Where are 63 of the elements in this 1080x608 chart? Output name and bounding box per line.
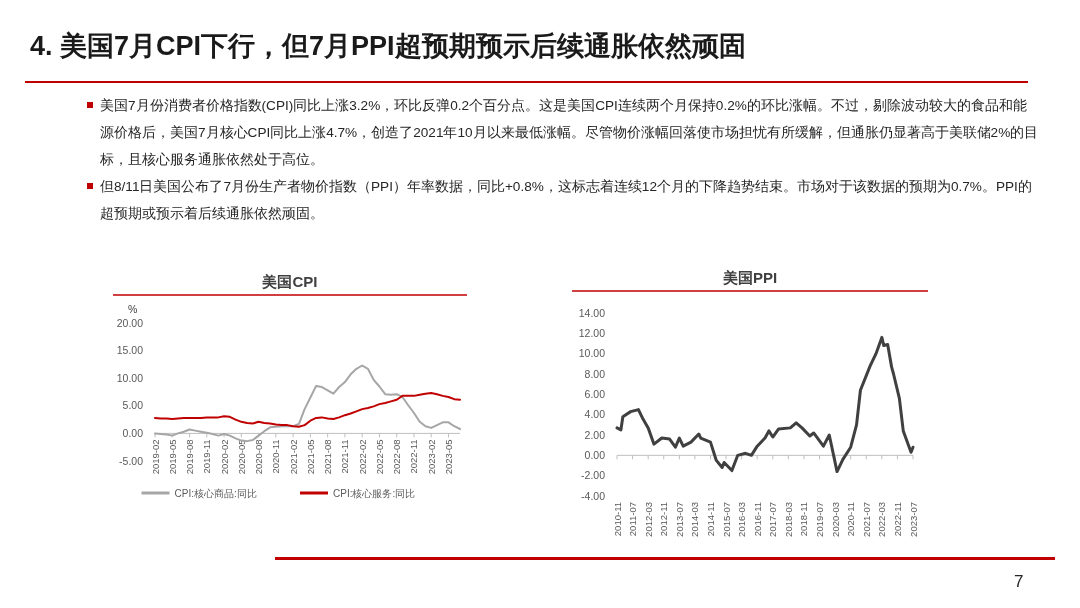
y-tick-label: 2.00 xyxy=(584,428,606,441)
y-axis-title: % xyxy=(128,303,138,315)
y-tick-label: 10.00 xyxy=(116,371,144,384)
x-tick-label: 2013-07 xyxy=(673,502,685,537)
x-tick-label: 2020-05 xyxy=(235,439,247,475)
x-tick-label: 2019-08 xyxy=(184,439,196,475)
x-tick-label: 2010-11 xyxy=(611,502,623,537)
y-tick-label: 4.00 xyxy=(584,408,606,421)
x-tick-label: 2020-02 xyxy=(218,439,230,475)
x-tick-label: 2012-11 xyxy=(658,502,670,537)
x-tick-label: 2019-11 xyxy=(201,439,213,474)
chart-title: 美国CPI xyxy=(261,273,318,290)
legend-label: CPI:核心服务:同比 xyxy=(333,487,416,499)
y-tick-label: 5.00 xyxy=(122,399,144,412)
x-tick-label: 2019-07 xyxy=(814,502,826,537)
x-tick-label: 2023-07 xyxy=(907,502,919,537)
text: 4. 美国7月CPI下行，但7月PPI超预期预示后续通胀依然顽固 xyxy=(30,30,746,63)
x-tick-label: 2022-03 xyxy=(876,502,888,537)
y-tick-label: 14.00 xyxy=(578,306,606,319)
text: 美国7月份消费者价格指数(CPI)同比上涨3.2%，环比反弹0.2个百分点。这是美国CPI连续两个月保持0.2%的环比涨幅。不过，剔除波动较大的食品和能源价格后，美国7月核心CPI同比上涨4.7%，创造了2021年10月以来最低涨幅。尽管物价涨幅回落使市场担忧有所缓解，但通胀仍显著高于美联储2%的目标，且核心服务通胀依然处于高位。 xyxy=(100,97,1040,169)
y-tick-label: -4.00 xyxy=(581,489,606,502)
x-tick-label: 2022-11 xyxy=(408,439,420,474)
x-tick-label: 2021-08 xyxy=(322,439,334,475)
y-tick-label: -2.00 xyxy=(581,469,606,482)
x-tick-label: 2021-05 xyxy=(304,439,316,475)
text: 但8/11日美国公布了7月份生产者物价指数（PPI）年率数据，同比+0.8%，这标志着连续12个月的下降趋势结束。市场对于该数据的预期为0.7%。PPI的超预期或预示着后续通胀依然顽固。 xyxy=(100,178,1033,223)
x-tick-label: 2016-11 xyxy=(751,502,763,537)
x-tick-label: 2020-11 xyxy=(845,502,857,537)
y-tick-label: 0.00 xyxy=(122,426,144,439)
x-tick-label: 2014-03 xyxy=(689,502,701,537)
y-tick-label: 8.00 xyxy=(584,367,606,380)
x-tick-label: 2020-03 xyxy=(829,502,841,537)
x-tick-label: 2018-03 xyxy=(782,502,794,537)
y-tick-label: 12.00 xyxy=(578,326,606,339)
x-tick-label: 2019-05 xyxy=(166,439,178,475)
x-tick-label: 2022-11 xyxy=(891,502,903,537)
x-tick-label: 2019-02 xyxy=(149,439,161,475)
x-tick-label: 2020-11 xyxy=(270,439,282,474)
y-tick-label: -5.00 xyxy=(119,454,144,467)
x-tick-label: 2012-03 xyxy=(642,502,654,537)
x-tick-label: 2021-11 xyxy=(339,439,351,474)
y-tick-label: 20.00 xyxy=(116,316,144,329)
x-tick-label: 2020-08 xyxy=(253,439,265,475)
x-tick-label: 2015-07 xyxy=(720,502,732,537)
y-tick-label: 0.00 xyxy=(584,448,606,461)
x-tick-label: 2016-03 xyxy=(736,502,748,537)
x-tick-label: 2022-05 xyxy=(373,439,385,475)
x-tick-label: 2022-08 xyxy=(391,439,403,475)
text: 7 xyxy=(1014,572,1024,592)
x-tick-label: 2014-11 xyxy=(704,502,716,537)
y-tick-label: 6.00 xyxy=(584,387,606,400)
x-tick-label: 2021-07 xyxy=(860,502,872,537)
x-tick-label: 2023-02 xyxy=(425,439,437,475)
x-tick-label: 2022-02 xyxy=(356,439,368,475)
y-tick-label: 10.00 xyxy=(578,347,606,360)
x-tick-label: 2011-07 xyxy=(627,502,639,537)
x-tick-label: 2021-02 xyxy=(287,439,299,475)
y-tick-label: 15.00 xyxy=(116,344,144,357)
x-tick-label: 2018-11 xyxy=(798,502,810,537)
legend-label: CPI:核心商品:同比 xyxy=(174,487,257,499)
x-tick-label: 2023-05 xyxy=(442,439,454,475)
x-tick-label: 2017-07 xyxy=(767,502,779,537)
chart-title: 美国PPI xyxy=(721,269,778,286)
